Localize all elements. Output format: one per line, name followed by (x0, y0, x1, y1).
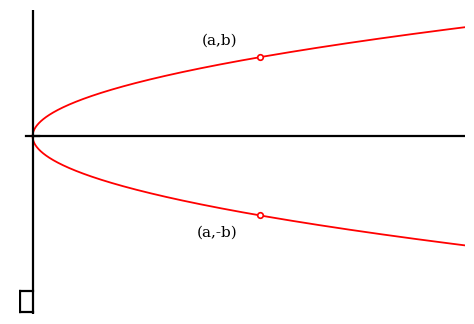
Text: (a,b): (a,b) (201, 33, 237, 47)
Text: (a,-b): (a,-b) (196, 225, 237, 239)
